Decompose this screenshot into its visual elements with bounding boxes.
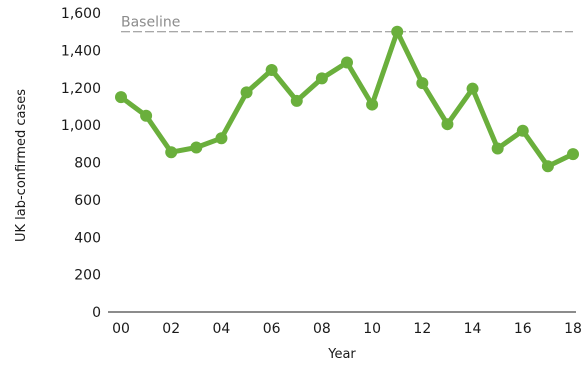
data-point	[240, 86, 253, 99]
data-point	[115, 91, 127, 104]
x-tick-label: 16	[514, 321, 532, 337]
x-tick-label: 00	[112, 321, 130, 337]
x-tick-label: 08	[313, 321, 331, 337]
x-tick-label: 10	[363, 321, 381, 337]
data-point	[290, 94, 303, 107]
data-point	[315, 72, 328, 85]
data-point	[541, 160, 554, 173]
baseline-label: Baseline	[121, 15, 180, 31]
y-tick-label: 400	[74, 230, 101, 246]
x-axis-ticks: 00 02 04 06 08 10 12 14 16 18	[112, 321, 582, 337]
data-point	[215, 132, 228, 145]
data-point	[341, 56, 353, 69]
y-tick-label: 600	[74, 193, 101, 209]
y-tick-label: 1,000	[61, 118, 101, 134]
data-point	[491, 142, 504, 155]
x-axis-title: Year	[327, 347, 356, 362]
y-tick-label: 0	[92, 305, 101, 321]
data-point	[366, 98, 379, 111]
y-axis-title: UK lab-confirmed cases	[14, 89, 29, 242]
x-tick-label: 14	[464, 321, 482, 337]
y-tick-label: 1,600	[61, 6, 101, 22]
series-layer	[115, 25, 579, 173]
data-point	[165, 146, 178, 159]
data-point	[567, 148, 579, 161]
data-point	[516, 124, 529, 137]
y-tick-label: 800	[74, 156, 101, 172]
x-tick-label: 02	[162, 321, 180, 337]
y-tick-label: 200	[74, 268, 101, 284]
data-point	[441, 118, 454, 131]
x-tick-label: 04	[213, 321, 231, 337]
data-point	[391, 25, 404, 38]
y-axis-ticks: 0 200 400 600 800 1,000 1,200 1,400 1,600	[61, 6, 101, 321]
x-tick-label: 06	[263, 321, 281, 337]
x-tick-label: 18	[564, 321, 582, 337]
data-point	[265, 63, 278, 76]
data-point	[466, 82, 479, 95]
series-line	[118, 29, 576, 169]
data-point	[416, 77, 429, 90]
y-tick-label: 1,400	[61, 43, 101, 59]
data-point	[190, 141, 203, 154]
y-tick-label: 1,200	[61, 81, 101, 97]
data-point	[140, 109, 153, 122]
x-tick-label: 12	[413, 321, 431, 337]
